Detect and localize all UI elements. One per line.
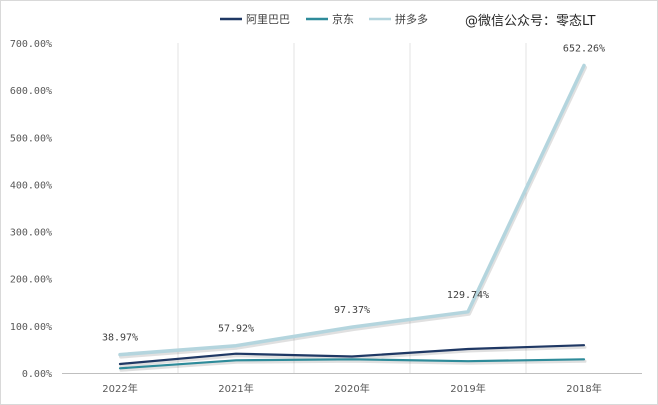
x-tick-label: 2022年 [102, 382, 137, 395]
y-tick-label: 0.00% [22, 369, 52, 380]
data-label: 38.97% [102, 333, 138, 344]
x-tick-label: 2020年 [334, 382, 369, 395]
legend-label: 拼多多 [395, 12, 428, 26]
series-line [118, 358, 586, 370]
y-tick-label: 200.00% [10, 275, 52, 286]
data-label: 652.26% [563, 44, 605, 55]
series-line-shadow [119, 359, 587, 372]
y-tick-label: 500.00% [10, 133, 52, 144]
y-tick-label: 300.00% [10, 228, 52, 239]
x-tick-label: 2019年 [450, 382, 485, 395]
x-tick-label: 2021年 [218, 382, 253, 395]
data-label: 57.92% [218, 324, 254, 335]
data-label: 129.74% [447, 290, 489, 301]
legend-label: 京东 [332, 12, 354, 26]
y-tick-label: 400.00% [10, 180, 52, 191]
data-label: 97.37% [334, 305, 370, 316]
y-tick-label: 100.00% [10, 322, 52, 333]
series-line-shadow [119, 65, 587, 359]
y-tick-label: 600.00% [10, 86, 52, 97]
y-tick-label: 700.00% [10, 39, 52, 50]
watermark-text: @微信公众号：零态LT [465, 14, 595, 29]
x-tick-label: 2018年 [566, 382, 601, 395]
legend-label: 阿里巴巴 [246, 13, 290, 26]
